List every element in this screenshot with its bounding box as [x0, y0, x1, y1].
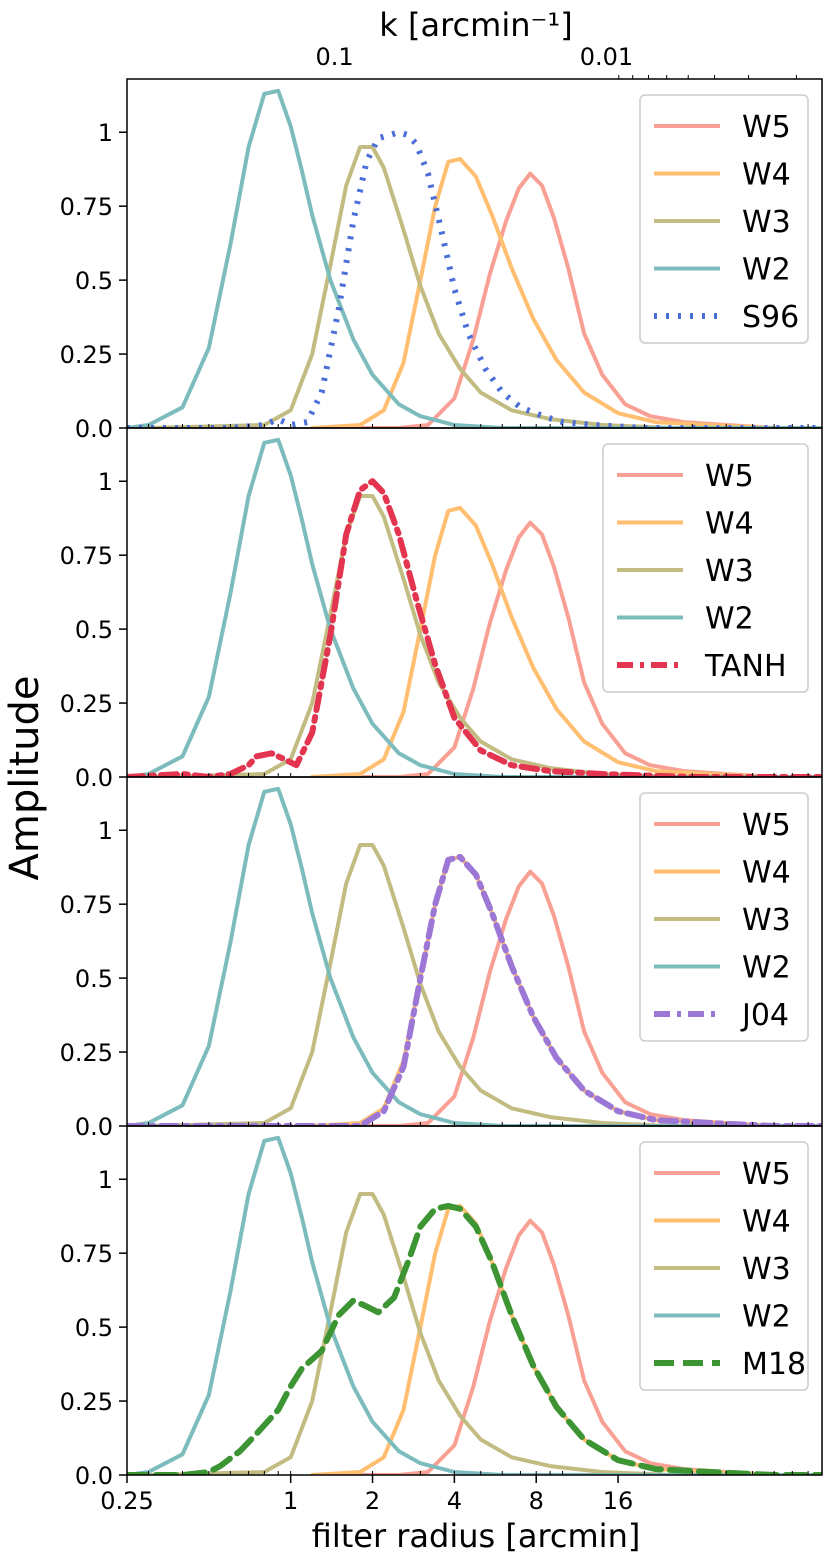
y-tick-label: 1 [98, 468, 113, 496]
y-tick-label: 0.5 [75, 965, 113, 993]
x-tick-label: 16 [603, 1487, 634, 1515]
y-tick-label: 0.25 [60, 1039, 113, 1067]
y-tick-label: 0.75 [60, 1240, 113, 1268]
x-tick-label: 4 [447, 1487, 462, 1515]
y-tick-label: 0.75 [60, 193, 113, 221]
legend-label-s96: S96 [742, 300, 799, 335]
panel-3: 0.0 0.25 0.5 0.75 1 W5 W4 W3 W2 J04 [60, 776, 823, 1141]
legend-box [639, 94, 809, 344]
y-tick-label: 0.0 [75, 1113, 113, 1141]
y-tick-label: 0.75 [60, 891, 113, 919]
series-line-w5 [336, 171, 822, 428]
y-axis-label: Amplitude [2, 676, 48, 881]
legend-label-j04: J04 [740, 998, 789, 1033]
legend-label-w2: W2 [705, 602, 754, 637]
y-tick-label: 1 [98, 119, 113, 147]
legend-label-tanh: TANH [704, 649, 787, 684]
series-line-w3 [146, 494, 822, 777]
panel-frame [126, 1125, 823, 1476]
y-tick-label: 0.0 [75, 1462, 113, 1490]
legend: W5 W4 W3 W2 TANH [602, 443, 809, 693]
legend-box [639, 792, 809, 1042]
legend-label-w2: W2 [742, 253, 791, 288]
legend-box [639, 1141, 809, 1391]
series-line-w5 [336, 520, 822, 777]
legend-label-w3: W3 [742, 903, 791, 938]
legend-label-w3: W3 [742, 205, 791, 240]
panel-2: 0.0 0.25 0.5 0.75 1 W5 W4 W3 W2 TANH [60, 427, 823, 792]
x-tick-label: 0.25 [100, 1487, 153, 1515]
legend-label-w4: W4 [742, 856, 791, 891]
series-line-w2 [127, 1135, 822, 1475]
legend-label-w5: W5 [742, 808, 791, 843]
legend-label-w5: W5 [705, 459, 754, 494]
legend-label-w4: W4 [742, 158, 791, 193]
y-tick-label: 0.25 [60, 1388, 113, 1416]
y-tick-label: 0.0 [75, 415, 113, 443]
y-tick-label: 0.75 [60, 542, 113, 570]
legend-label-w5: W5 [742, 110, 791, 145]
legend-label-w4: W4 [742, 1205, 791, 1240]
legend-label-w3: W3 [742, 1252, 791, 1287]
legend-label-w2: W2 [742, 1300, 791, 1335]
legend: W5 W4 W3 W2 M18 [639, 1141, 809, 1391]
series-line-w3 [146, 843, 822, 1126]
legend: W5 W4 W3 W2 J04 [639, 792, 809, 1042]
x-tick-label: 1 [283, 1487, 298, 1515]
series-group [127, 786, 822, 1126]
y-tick-label: 0.5 [75, 267, 113, 295]
legend-label-w4: W4 [705, 507, 754, 542]
series-line-w2 [127, 88, 822, 428]
series-group [127, 88, 822, 428]
legend-label-w5: W5 [742, 1157, 791, 1192]
series-line-w2 [127, 786, 822, 1126]
legend-label-m18: M18 [742, 1347, 806, 1382]
legend: W5 W4 W3 W2 S96 [639, 94, 809, 344]
x-tick-label: 8 [529, 1487, 544, 1515]
series-group [127, 437, 822, 777]
legend-label-w3: W3 [705, 554, 754, 589]
y-tick-label: 0.5 [75, 1314, 113, 1342]
bottom-axis-label: filter radius [arcmin] [312, 1517, 641, 1555]
series-line-w2 [127, 437, 822, 777]
y-tick-label: 0.0 [75, 764, 113, 792]
x-tick-label: 2 [365, 1487, 380, 1515]
top-axis-label: k [arcmin⁻¹] [379, 6, 572, 44]
y-tick-label: 0.25 [60, 690, 113, 718]
legend-label-w2: W2 [742, 951, 791, 986]
series-line-w4 [310, 156, 822, 428]
series-line-j04 [127, 853, 822, 1126]
y-tick-label: 1 [98, 1166, 113, 1194]
y-tick-label: 1 [98, 817, 113, 845]
y-tick-label: 0.25 [60, 341, 113, 369]
y-tick-label: 0.5 [75, 616, 113, 644]
top-tick-label: 0.1 [315, 43, 353, 71]
series-line-tanh [127, 478, 822, 777]
legend-box [602, 443, 809, 693]
top-tick-label: 0.01 [580, 43, 633, 71]
series-group [127, 1135, 822, 1475]
plot-area: 0.00.250.50.7510.10.010.001W5W4W3W2S960.… [60, 43, 823, 1515]
series-line-w4 [310, 505, 822, 777]
series-line-m18 [127, 1202, 822, 1475]
